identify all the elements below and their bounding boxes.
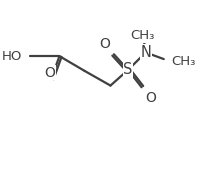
Text: O: O <box>45 66 56 80</box>
Text: O: O <box>100 37 110 51</box>
Text: CH₃: CH₃ <box>130 29 154 43</box>
Text: O: O <box>145 91 156 105</box>
Text: HO: HO <box>2 50 22 63</box>
Text: S: S <box>123 62 133 77</box>
Text: CH₃: CH₃ <box>172 55 196 68</box>
Text: N: N <box>140 45 151 60</box>
